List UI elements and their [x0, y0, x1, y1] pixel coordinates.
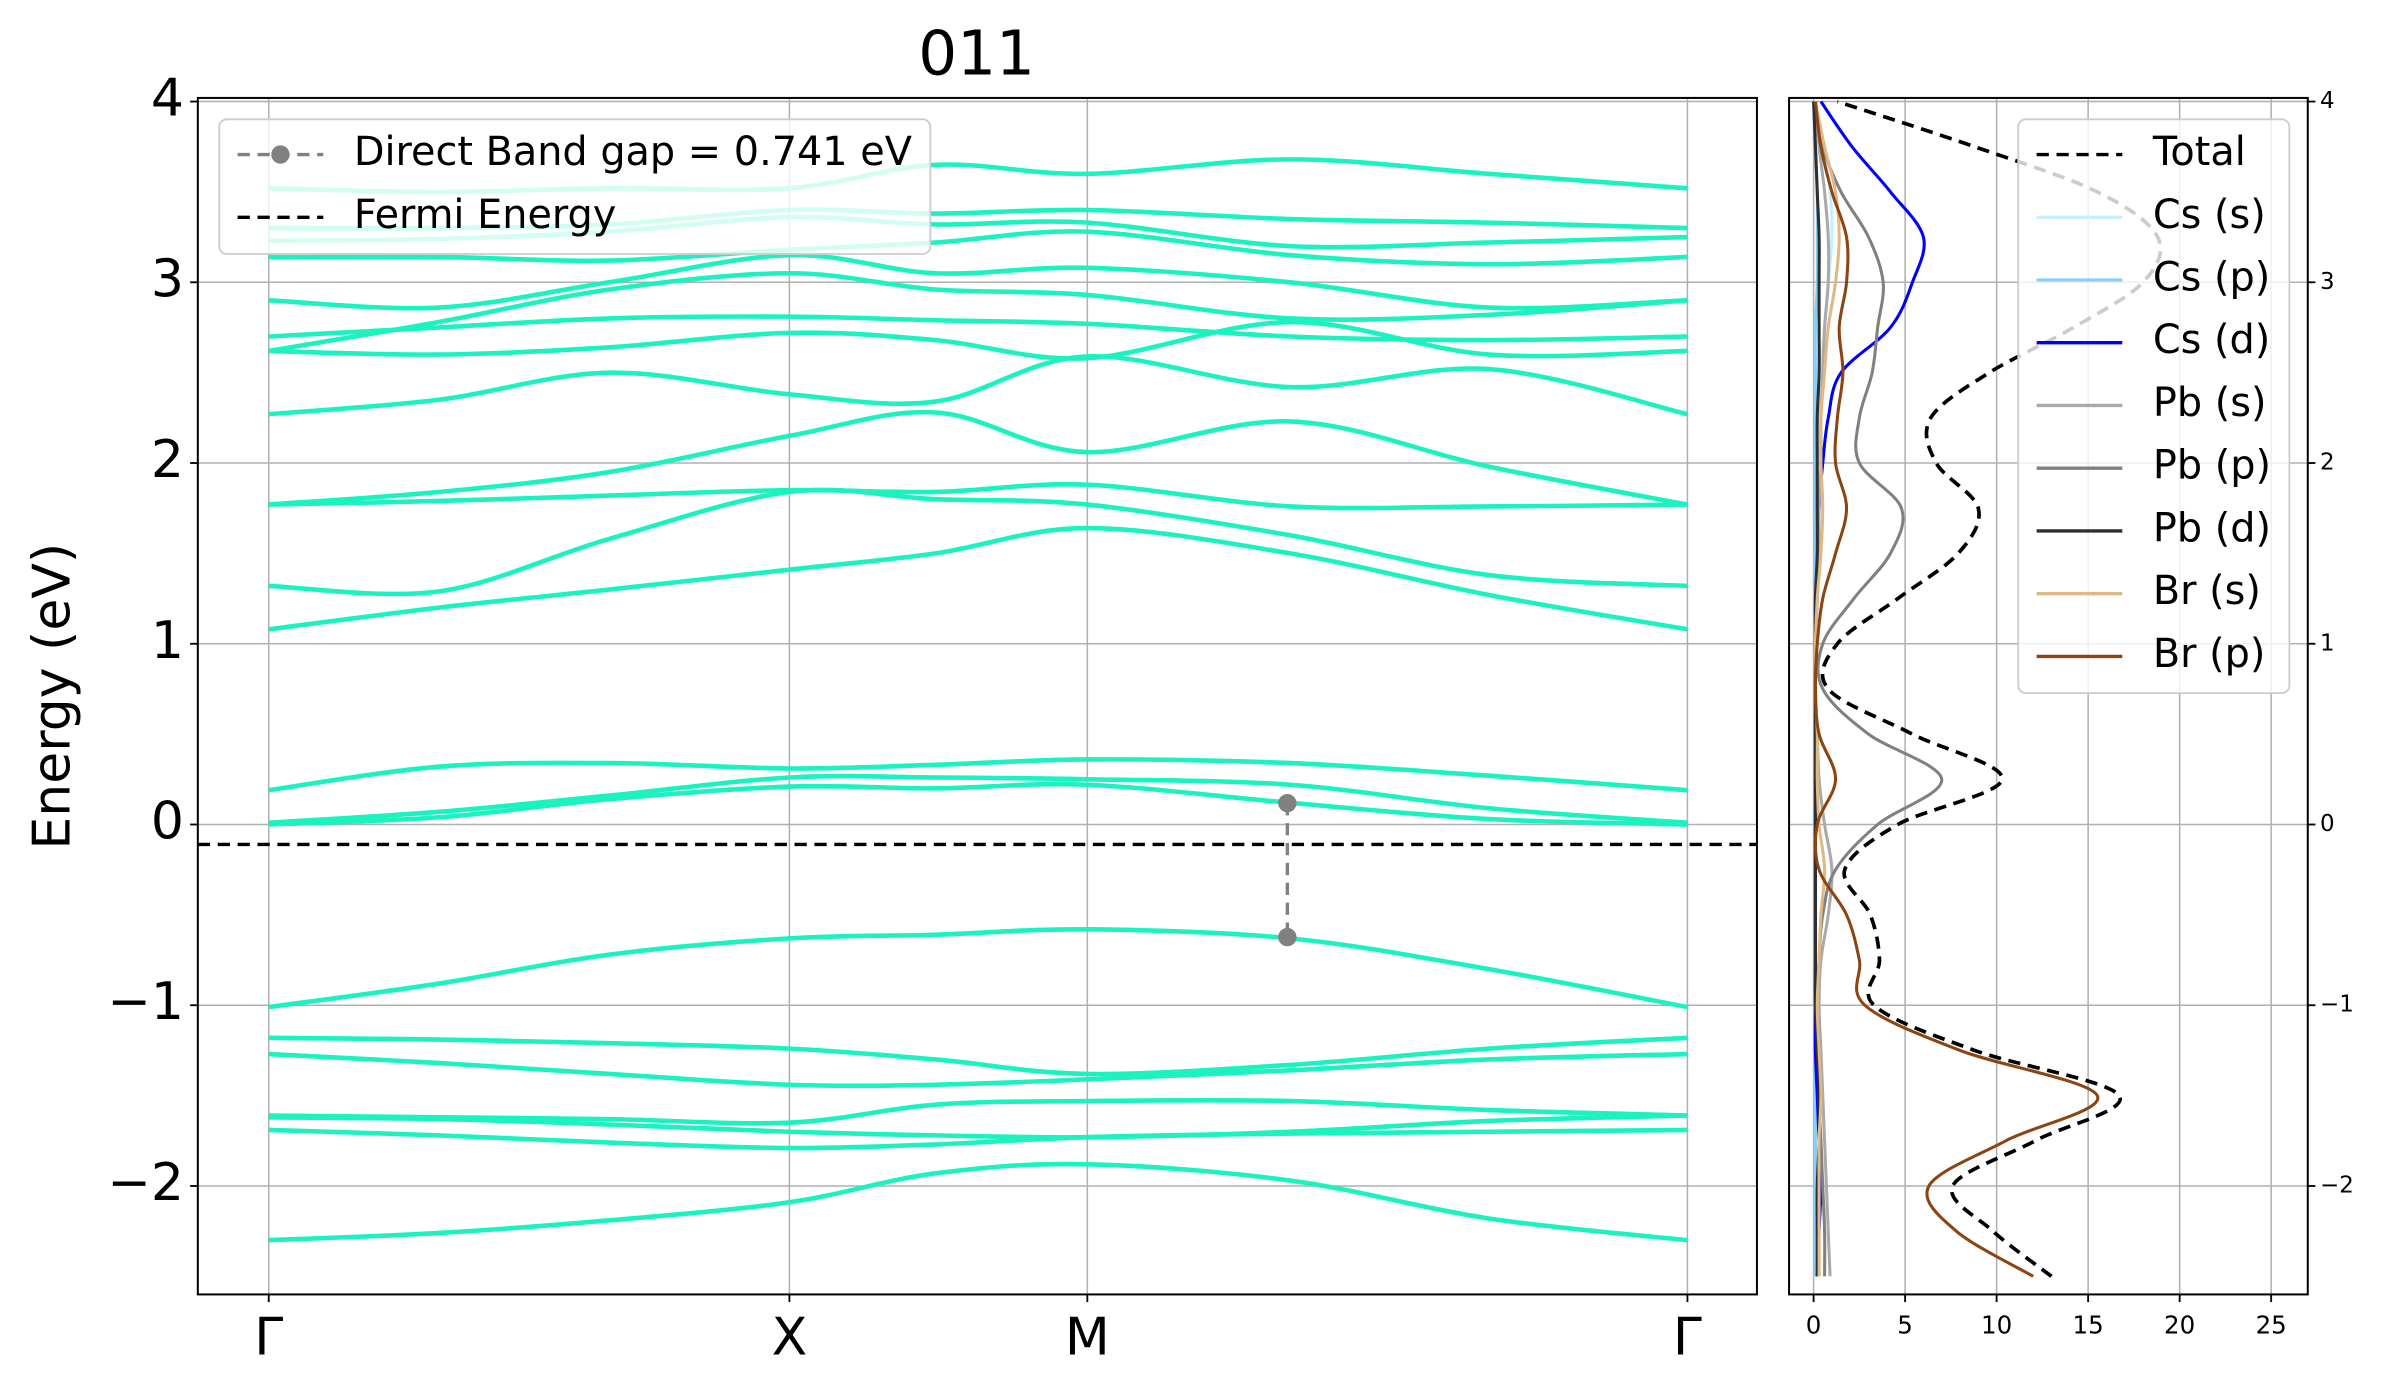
legend-label: Cs (d): [2153, 317, 2270, 363]
band-line: [268, 525, 1688, 632]
x-tick-label: 5: [1897, 1311, 1913, 1340]
band-line: [268, 1051, 1688, 1089]
band-line: [268, 229, 1688, 267]
band-line: [268, 354, 1688, 417]
y-axis-label: Energy (eV): [23, 543, 83, 850]
x-tick-label: 15: [2073, 1311, 2104, 1340]
x-tick-label: Γ: [254, 1307, 283, 1367]
axes-frame: [196, 96, 1758, 1296]
y-tick-label: 1: [2320, 630, 2335, 656]
legend: Direct Band gap = 0.741 eV Fermi Energy: [218, 118, 932, 255]
dos-line: [1813, 101, 2100, 1278]
band-line: [268, 1035, 1688, 1077]
y-tick-label: −1: [2320, 992, 2354, 1018]
legend-label: Pb (s): [2153, 380, 2267, 426]
axes-frame: [1788, 96, 2309, 1296]
band-line: [268, 1161, 1688, 1243]
band-line: [268, 1097, 1688, 1126]
x-tick-label: M: [1065, 1307, 1110, 1367]
band-line: [268, 926, 1688, 1010]
x-tick-label: 10: [1981, 1311, 2012, 1340]
legend-label: Total: [2152, 129, 2246, 175]
chart-title: 011: [918, 19, 1035, 90]
y-tick-label: 1: [151, 611, 184, 671]
band-line: [268, 773, 1688, 825]
band-gap-point: [1278, 927, 1297, 947]
band-line: [268, 781, 1688, 827]
legend-marker: [271, 145, 290, 164]
legend-label: Br (p): [2153, 631, 2266, 677]
legend-label: Fermi Energy: [354, 192, 616, 238]
band-line: [268, 314, 1688, 343]
y-tick-label: 0: [151, 792, 184, 852]
data-layer: [1812, 99, 2163, 1278]
legend-label: Pb (p): [2153, 443, 2271, 489]
legend-label: Cs (p): [2153, 254, 2270, 300]
legend-label: Pb (d): [2153, 505, 2271, 551]
y-tick-label: 3: [151, 249, 184, 309]
band-gap-point: [1278, 793, 1297, 813]
legend-label: Cs (s): [2153, 192, 2266, 238]
dos-line: [1820, 99, 2163, 1278]
band-line: [268, 1127, 1688, 1151]
band-line: [268, 319, 1688, 361]
x-tick-label: Γ: [1673, 1307, 1702, 1367]
band-line: [268, 270, 1688, 354]
y-tick-label: −1: [107, 972, 184, 1032]
y-tick-label: 4: [2320, 88, 2335, 114]
x-tick-label: 0: [1806, 1311, 1822, 1340]
band-line: [268, 487, 1688, 597]
y-tick-label: 2: [2320, 450, 2335, 476]
legend-box: [218, 118, 932, 255]
plot-area: Γ X M Γ −2 −1 0 1 2 3 4 Direct Band gap = 0.741 eV F…: [107, 69, 1758, 1367]
y-tick-label: −2: [2320, 1172, 2354, 1198]
x-tick-label: 20: [2164, 1311, 2195, 1340]
legend: Total Cs (s) Cs (p) Cs (d) Pb (s) Pb (p) Pb (d…: [2017, 118, 2291, 695]
y-tick-label: 0: [2320, 811, 2335, 837]
legend-label: Direct Band gap = 0.741 eV: [354, 129, 912, 175]
band-line: [268, 1113, 1688, 1140]
y-tick-label: 3: [2320, 269, 2335, 295]
plot-area: 0 5 10 15 20 25 −2 −1 0 1 2 3 4 Total Cs (s) Cs (p) Cs (…: [1788, 88, 2354, 1340]
legend-box: [2017, 118, 2291, 695]
x-tick-label: X: [772, 1307, 808, 1367]
y-tick-label: −2: [107, 1153, 184, 1213]
y-tick-label: 2: [151, 430, 184, 490]
data-layer: [197, 157, 1757, 1243]
x-tick-label: 25: [2256, 1311, 2287, 1340]
band-line: [268, 252, 1688, 311]
y-tick-label: 4: [151, 69, 184, 129]
band-line: [268, 409, 1688, 507]
legend-label: Br (s): [2153, 568, 2261, 614]
band-line: [268, 757, 1688, 793]
band-line: [268, 482, 1688, 511]
